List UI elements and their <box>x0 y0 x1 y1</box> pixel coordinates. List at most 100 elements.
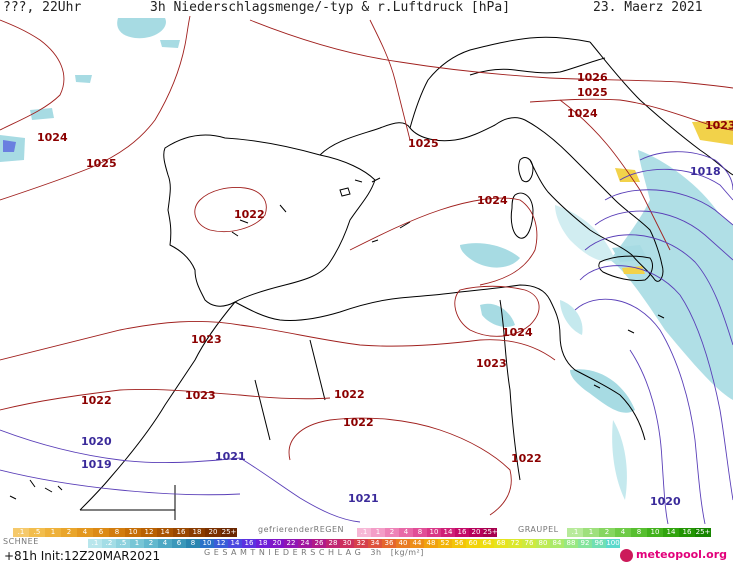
isobar-label: 1022 <box>334 388 365 401</box>
legend-cell: 2 <box>61 528 77 537</box>
graupel-title: GRAUPEL <box>518 525 559 534</box>
isobar-labels: 1026 1025 1024 1023 1018 1024 1025 1025 … <box>37 71 733 508</box>
isobar-label: 1022 <box>511 452 542 465</box>
legend-cell: 16 <box>679 528 695 537</box>
legend-cell: 25+ <box>221 528 237 537</box>
legend-cell: 10 <box>427 528 441 537</box>
isobar-label: 1021 <box>348 492 379 505</box>
legend-cell: 30 <box>340 539 354 548</box>
legend-cell: 36 <box>382 539 396 548</box>
legend-cell: 25+ <box>695 528 711 537</box>
legend-cell: 80 <box>536 539 550 548</box>
isobar-label: 1026 <box>577 71 608 84</box>
legend-cell: 26 <box>312 539 326 548</box>
legend-cell: 1 <box>130 539 144 548</box>
legend-cell: 1 <box>583 528 599 537</box>
legend-cell: 88 <box>564 539 578 548</box>
isobar-label: 1025 <box>86 157 117 170</box>
total-precip-scale: .1.2.5 1 2 4 6 8 10 12 14 16 18 20 22 24 26 28 30 32 34 36 4… <box>88 539 620 548</box>
total-precip-title: G E S A M T N I E D E R S C H L A G 3h [… <box>204 548 424 557</box>
legend-cell: 14 <box>228 539 242 548</box>
isobar-label: 1024 <box>477 194 508 207</box>
isobar-label: 1022 <box>81 394 112 407</box>
map-date: 23. Maerz 2021 <box>593 0 703 15</box>
legend-cell: 60 <box>466 539 480 548</box>
isobar-label: 1021 <box>215 450 246 463</box>
legend-cell: 22 <box>284 539 298 548</box>
map-title: 3h Niederschlagsmenge/-typ & r.Luftdruck… <box>150 0 511 15</box>
legend-cell: 48 <box>424 539 438 548</box>
meteopool-logo[interactable]: meteopool.org <box>636 548 727 561</box>
legend-cell: 96 <box>592 539 606 548</box>
legend-cell: 16 <box>173 528 189 537</box>
isobars-high <box>0 16 733 516</box>
isobar-label: 1024 <box>502 326 533 339</box>
legend-cell: 52 <box>438 539 452 548</box>
legend-cell: 34 <box>368 539 382 548</box>
legend-cell: 25+ <box>483 528 497 537</box>
legend-cell: 16 <box>242 539 256 548</box>
legend-cell: 12 <box>141 528 157 537</box>
legend-cell: 10 <box>125 528 141 537</box>
legend-cell: 28 <box>326 539 340 548</box>
valid-time: ???, 22Uhr <box>3 0 82 15</box>
isobar-label: 1018 <box>690 165 721 178</box>
legend-cell: 18 <box>256 539 270 548</box>
legend-cell: 4 <box>399 528 413 537</box>
meteopool-logo-icon <box>620 549 633 562</box>
legend-cell: 4 <box>77 528 93 537</box>
legend-cell: 6 <box>172 539 186 548</box>
isobars-low <box>0 151 733 524</box>
legend-cell: 4 <box>615 528 631 537</box>
legend-cell: 72 <box>508 539 522 548</box>
legend-cell: .1 <box>13 528 29 537</box>
isobar-label: 1024 <box>37 131 68 144</box>
legend-cell: .1 <box>88 539 102 548</box>
coastlines <box>9 36 733 520</box>
legend-cell: 20 <box>205 528 221 537</box>
weather-map: 1026 1025 1024 1023 1018 1024 1025 1025 … <box>0 16 733 524</box>
legend-cell: .1 <box>357 528 371 537</box>
isobar-label: 1020 <box>81 435 112 448</box>
legend-cell: 68 <box>494 539 508 548</box>
legend: .1.5 1 2 4 6 8 10 12 14 16 18 20 25+ SCHNEE gefriere… <box>0 524 733 566</box>
legend-cell: 8 <box>631 528 647 537</box>
legend-cell: 10 <box>200 539 214 548</box>
legend-cell: 4 <box>158 539 172 548</box>
legend-cell: 8 <box>109 528 125 537</box>
isobar-label: 1023 <box>191 333 222 346</box>
legend-cell: 24 <box>298 539 312 548</box>
legend-cell: 56 <box>452 539 466 548</box>
isobar-label: 1023 <box>476 357 507 370</box>
legend-cell: .2 <box>102 539 116 548</box>
legend-cell: 2 <box>599 528 615 537</box>
legend-cell: 76 <box>522 539 536 548</box>
snow-title: SCHNEE <box>3 537 39 546</box>
legend-cell: 44 <box>410 539 424 548</box>
legend-cell: 14 <box>157 528 173 537</box>
legend-cell: 14 <box>441 528 455 537</box>
legend-cell: 10 <box>647 528 663 537</box>
legend-cell: 32 <box>354 539 368 548</box>
isobar-label: 1020 <box>650 495 681 508</box>
legend-cell: 12 <box>214 539 228 548</box>
legend-cell: 14 <box>663 528 679 537</box>
snow-scale: .1.5 1 2 4 6 8 10 12 14 16 18 20 25+ <box>13 528 237 537</box>
graupel-scale: .1 1 2 4 8 10 14 16 25+ <box>567 528 711 537</box>
header-bar: ???, 22Uhr 3h Niederschlagsmenge/-typ & … <box>0 0 733 20</box>
precipitation-areas <box>0 18 733 500</box>
legend-cell: 20 <box>469 528 483 537</box>
legend-cell: 92 <box>578 539 592 548</box>
legend-cell: 84 <box>550 539 564 548</box>
model-run: +81h Init:12Z20MAR2021 <box>4 549 161 563</box>
legend-cell: 1 <box>45 528 61 537</box>
legend-cell: 1 <box>371 528 385 537</box>
legend-cell: 6 <box>93 528 109 537</box>
legend-cell: 8 <box>186 539 200 548</box>
isobar-label: 1025 <box>408 137 439 150</box>
isobar-label: 1022 <box>234 208 265 221</box>
isobar-label: 1022 <box>343 416 374 429</box>
legend-cell: .1 <box>567 528 583 537</box>
freezing-rain-scale: .1 1 2 4 8 10 14 16 20 25+ <box>357 528 497 537</box>
legend-cell: 8 <box>413 528 427 537</box>
